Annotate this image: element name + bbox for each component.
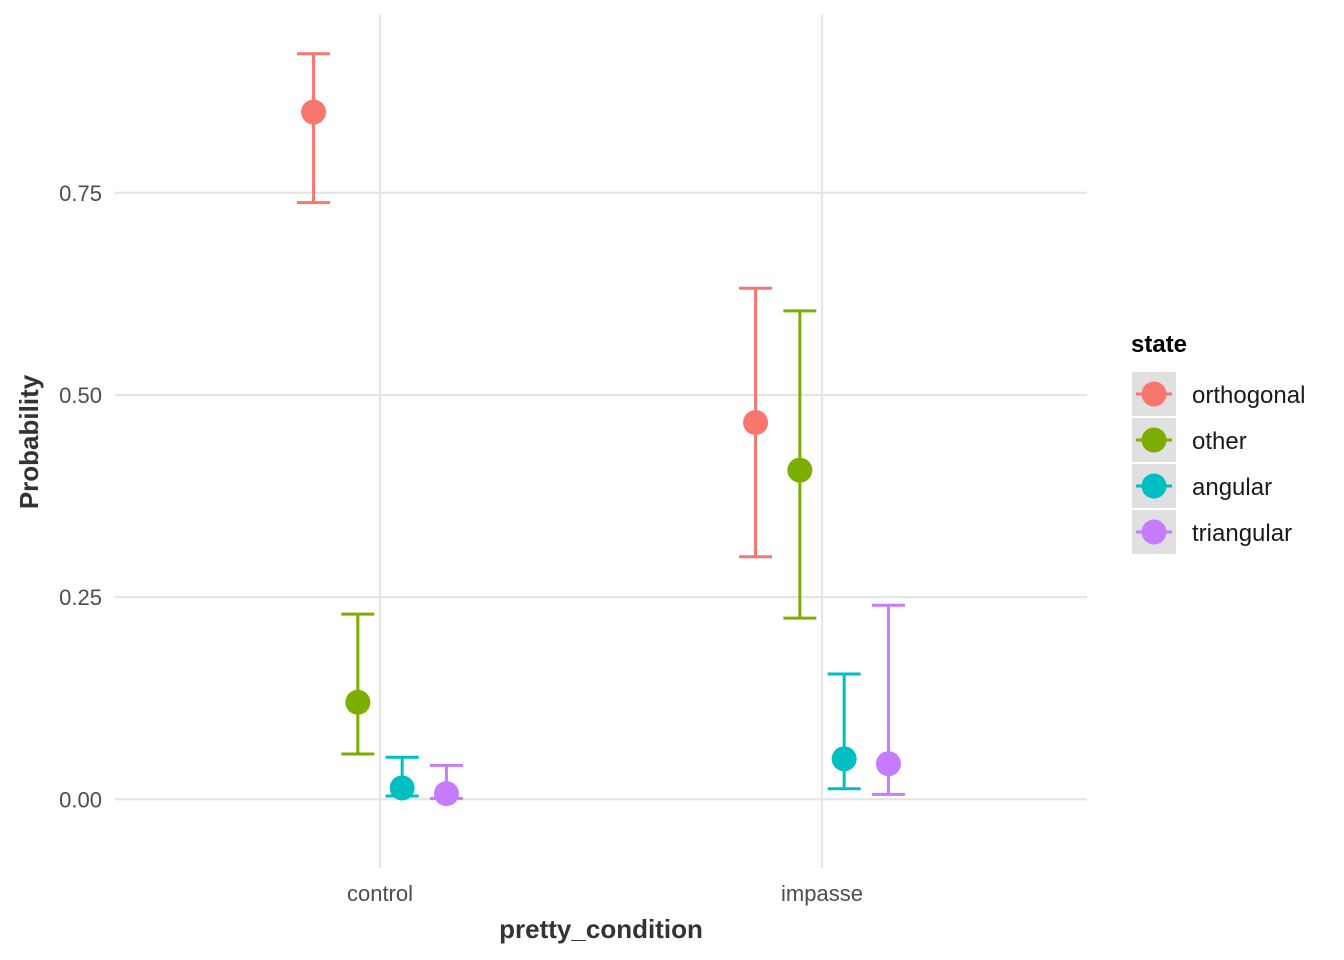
- y-axis-title: Probability: [14, 374, 44, 509]
- series-other: [341, 309, 817, 756]
- legend-label: angular: [1192, 474, 1272, 501]
- legend-item-other: other: [1132, 418, 1247, 462]
- data-point: [301, 99, 327, 125]
- grid-layer: [115, 15, 1087, 868]
- legend-label: orthogonal: [1192, 382, 1305, 409]
- data-point: [345, 689, 371, 715]
- axis-layer: Probability pretty_condition 0.00 0.25 0.5…: [14, 181, 863, 944]
- legend-key-point: [1141, 473, 1167, 499]
- legend-title: state: [1131, 331, 1187, 358]
- y-tick-label: 0.00: [59, 787, 102, 812]
- legend: state orthogonal other angular triangular: [1131, 331, 1305, 554]
- x-tick-label: control: [347, 881, 413, 906]
- y-tick-label: 0.25: [59, 585, 102, 610]
- legend-item-angular: angular: [1132, 464, 1272, 508]
- data-point: [831, 746, 857, 772]
- series-triangular: [429, 603, 905, 807]
- x-tick-label: impasse: [781, 881, 863, 906]
- data-point: [433, 781, 459, 807]
- legend-item-triangular: triangular: [1132, 510, 1292, 554]
- y-tick-label: 0.50: [59, 383, 102, 408]
- series-angular: [385, 672, 861, 801]
- data-point: [743, 409, 769, 435]
- data-layer: [297, 52, 905, 807]
- legend-label: triangular: [1192, 520, 1292, 547]
- legend-label: other: [1192, 428, 1247, 455]
- y-tick-label: 0.75: [59, 181, 102, 206]
- legend-key-point: [1141, 427, 1167, 453]
- legend-key-point: [1141, 381, 1167, 407]
- data-point: [389, 775, 415, 801]
- data-point: [787, 457, 813, 483]
- legend-key-point: [1141, 519, 1167, 545]
- legend-item-orthogonal: orthogonal: [1132, 372, 1305, 416]
- data-point: [875, 751, 901, 777]
- x-axis-title: pretty_condition: [499, 914, 703, 944]
- series-orthogonal: [297, 52, 773, 559]
